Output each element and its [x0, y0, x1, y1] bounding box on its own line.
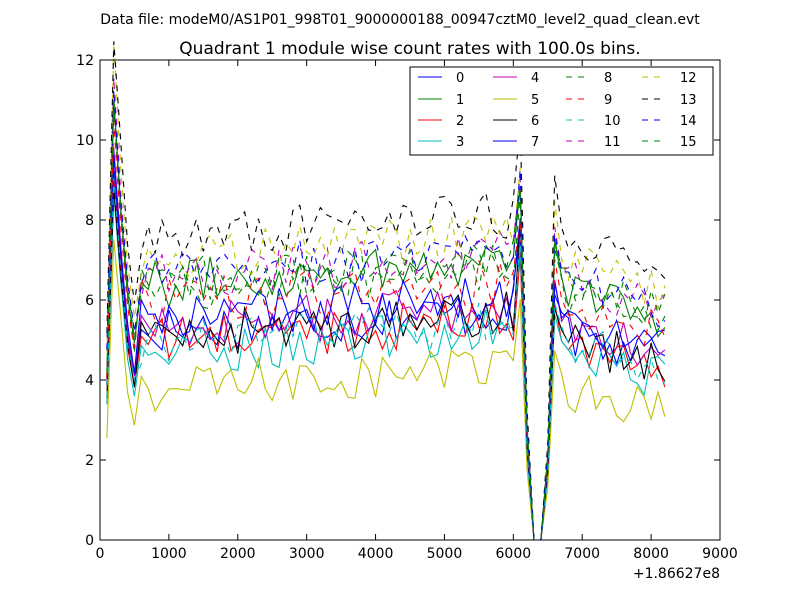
legend-label-12: 12 — [680, 71, 697, 86]
x-tick-label: 4000 — [358, 546, 394, 562]
series-line-13 — [106, 41, 666, 541]
series-line-3 — [106, 193, 666, 541]
series-line-5 — [106, 239, 666, 541]
legend-label-9: 9 — [604, 93, 612, 108]
x-tick-label: 7000 — [564, 546, 600, 562]
y-tick-label: 0 — [85, 533, 94, 549]
legend-label-13: 13 — [680, 93, 697, 108]
legend-label-15: 15 — [680, 135, 697, 150]
series-line-8 — [106, 108, 666, 541]
x-tick-label: 0 — [96, 546, 105, 562]
series-layer — [106, 41, 666, 541]
series-line-6 — [106, 188, 666, 541]
x-tick-label: 2000 — [220, 546, 256, 562]
series-line-14 — [106, 91, 666, 541]
y-tick-label: 6 — [85, 293, 94, 309]
y-tick-label: 4 — [85, 373, 94, 389]
x-tick-label: 1000 — [151, 546, 187, 562]
x-tick-label: 9000 — [702, 546, 738, 562]
y-tick-label: 2 — [85, 453, 94, 469]
series-line-10 — [106, 178, 666, 541]
legend-label-8: 8 — [604, 71, 612, 86]
x-tick-label: 3000 — [289, 546, 325, 562]
series-line-12 — [106, 43, 666, 541]
legend-label-4: 4 — [531, 71, 539, 86]
legend-label-1: 1 — [456, 93, 464, 108]
legend-frame — [409, 66, 714, 156]
legend-label-7: 7 — [531, 135, 539, 150]
chart-title: Quadrant 1 module wise count rates with … — [179, 39, 640, 59]
series-line-9 — [106, 122, 666, 541]
series-line-0 — [106, 170, 666, 541]
series-line-7 — [106, 154, 666, 541]
y-tick-label: 8 — [85, 213, 94, 229]
legend-label-14: 14 — [680, 114, 697, 129]
legend-label-6: 6 — [531, 114, 539, 129]
series-line-11 — [106, 77, 666, 541]
suptitle: Data file: modeM0/AS1P01_998T01_90000001… — [100, 12, 700, 28]
series-line-15 — [106, 98, 666, 541]
legend-label-11: 11 — [604, 135, 621, 150]
legend-label-5: 5 — [531, 93, 539, 108]
y-tick-label: 12 — [76, 53, 94, 69]
legend-label-10: 10 — [604, 114, 621, 129]
series-line-2 — [106, 179, 666, 541]
legend-label-3: 3 — [456, 135, 464, 150]
series-line-4 — [106, 147, 666, 541]
x-tick-label: 8000 — [633, 546, 669, 562]
legend-label-0: 0 — [456, 71, 464, 86]
x-tick-label: 6000 — [496, 546, 532, 562]
x-offset-label: +1.86627e8 — [633, 566, 720, 582]
y-tick-label: 10 — [76, 133, 94, 149]
legend-label-2: 2 — [456, 114, 464, 129]
tick-layer: 0 1000 2000 3000 4000 5000 6000 7000 8000 9000 0 2 4… — [76, 53, 738, 562]
x-tick-label: 5000 — [427, 546, 463, 562]
series-line-1 — [106, 100, 666, 541]
